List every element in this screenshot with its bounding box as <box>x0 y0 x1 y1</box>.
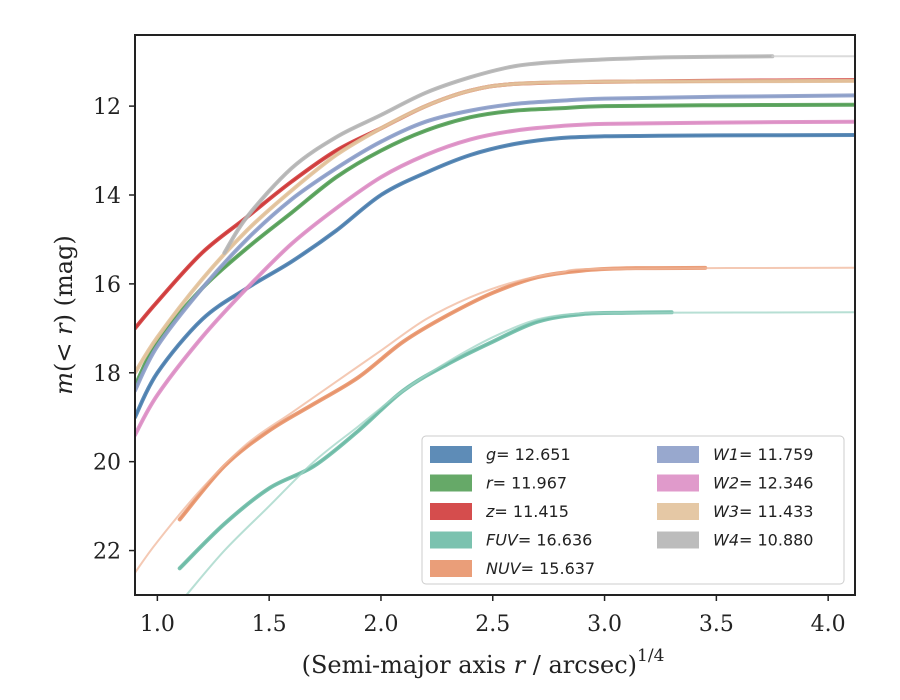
legend-label-w4: W4= 10.880 <box>713 531 813 550</box>
x-axis-label-exponent: 1/4 <box>637 646 664 666</box>
series-w2-core <box>135 120 855 436</box>
y-tick-label: 14 <box>93 184 121 209</box>
series-w4-core <box>223 55 773 254</box>
series-g-line <box>135 133 855 420</box>
x-tick-label: 2.5 <box>475 612 510 637</box>
plot-frame <box>134 34 856 596</box>
legend-swatch-z <box>430 503 472 520</box>
y-axis: 12 14 16 18 20 22 <box>93 95 135 565</box>
legend-swatch-w2 <box>657 474 699 492</box>
series-nuv-extended-line <box>135 266 855 574</box>
legend-label-g: g= 12.651 <box>486 445 571 464</box>
legend-swatch-fuv <box>430 531 472 549</box>
series-fuv-extended-line <box>185 311 855 595</box>
legend-swatch-g <box>430 446 472 463</box>
series-g-core <box>135 134 855 418</box>
legend: g= 12.651 r= 11.967 z= 11.415 FUV= 16.636 NU… <box>421 435 845 585</box>
legend-swatch-w1 <box>657 446 699 463</box>
legend-label-z: z= 11.415 <box>485 502 569 521</box>
y-axis-label-close: ) (mag) <box>50 235 78 323</box>
y-axis-label-var: m <box>50 372 78 395</box>
y-tick-label: 12 <box>93 95 121 120</box>
series-layer <box>135 54 855 595</box>
x-tick-label: 3.5 <box>699 612 734 637</box>
x-axis: 1.0 1.5 2.0 2.5 3.0 3.5 4.0 <box>140 595 846 637</box>
legend-swatch-r <box>430 474 472 492</box>
y-tick-label: 22 <box>93 540 121 565</box>
legend-label-w2: W2= 12.346 <box>713 474 813 493</box>
series-w3-core <box>135 80 855 374</box>
legend-label-fuv: FUV= 16.636 <box>486 531 592 550</box>
x-axis-label-suffix: / arcsec) <box>525 651 637 679</box>
legend-swatch-w3 <box>657 503 699 520</box>
y-axis-label-inner: < r <box>50 322 78 363</box>
y-tick-label: 20 <box>93 451 121 476</box>
legend-swatch-nuv <box>430 560 472 577</box>
x-tick-label: 2.0 <box>363 612 398 637</box>
y-axis-label-open: ( <box>50 363 78 372</box>
legend-box <box>421 435 845 585</box>
x-axis-label-prefix: (Semi-major axis <box>302 651 514 679</box>
legend-label-w1: W1= 11.759 <box>713 445 813 464</box>
x-axis-label: (Semi-major axis r / arcsec)1/4 <box>302 646 665 679</box>
x-axis-label-var: r <box>514 651 527 679</box>
x-tick-label: 1.5 <box>252 612 287 637</box>
y-axis-label: m(< r) (mag) <box>50 235 78 395</box>
y-tick-label: 18 <box>93 362 121 387</box>
series-w1-core <box>135 94 855 391</box>
series-w3-line <box>135 78 855 375</box>
x-tick-label: 4.0 <box>811 612 846 637</box>
y-tick-label: 16 <box>93 273 121 298</box>
legend-label-nuv: NUV= 15.637 <box>486 559 595 578</box>
legend-swatch-w4 <box>657 531 699 549</box>
x-tick-label: 1.0 <box>140 612 175 637</box>
x-tick-label: 3.0 <box>587 612 622 637</box>
series-w2-line <box>135 119 855 437</box>
legend-label-r: r= 11.967 <box>486 474 567 493</box>
legend-label-w3: W3= 11.433 <box>713 502 813 521</box>
